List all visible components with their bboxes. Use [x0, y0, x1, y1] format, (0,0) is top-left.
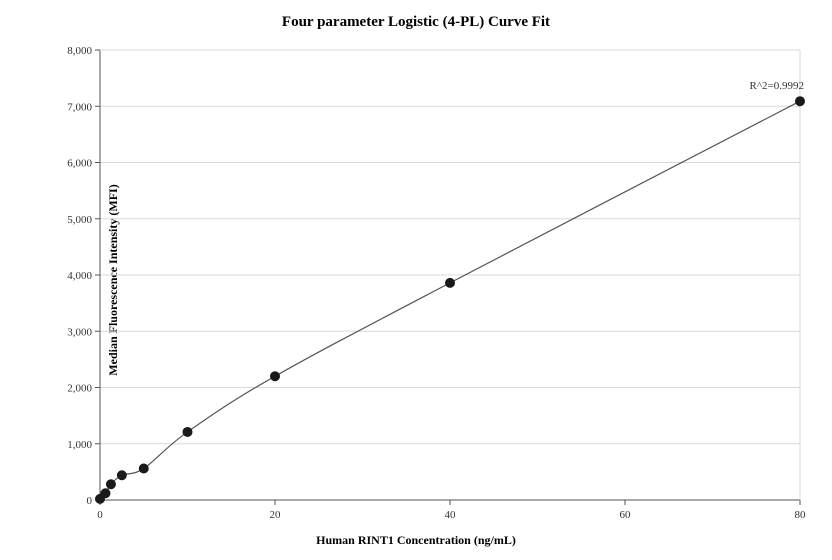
y-tick-label: 3,000	[67, 326, 92, 338]
data-point	[446, 278, 455, 287]
data-point	[106, 480, 115, 489]
r-squared-annotation: R^2=0.9992	[750, 80, 804, 92]
x-tick-label: 60	[620, 509, 632, 521]
y-tick-label: 2,000	[67, 383, 92, 395]
data-point	[117, 471, 126, 480]
data-point	[271, 372, 280, 381]
x-tick-label: 80	[795, 509, 807, 521]
x-tick-label: 0	[97, 509, 103, 521]
fit-curve	[100, 101, 800, 499]
chart-container: Four parameter Logistic (4-PL) Curve Fit…	[0, 0, 832, 560]
data-point	[796, 97, 805, 106]
x-tick-label: 40	[445, 509, 457, 521]
y-tick-label: 1,000	[67, 439, 92, 451]
x-tick-label: 20	[270, 509, 282, 521]
chart-plot-area: 0 1,000 2,000 3,000 4,000 5,000 6,000 7,000 8,00…	[0, 0, 832, 560]
data-point	[139, 464, 148, 473]
y-tick-label: 8,000	[67, 45, 92, 57]
data-point	[183, 427, 192, 436]
y-tick-label: 5,000	[67, 214, 92, 226]
y-tick-label: 0	[87, 495, 93, 507]
data-point	[101, 489, 110, 498]
y-tick-label: 7,000	[67, 101, 92, 113]
y-tick-label: 4,000	[67, 270, 92, 282]
y-tick-label: 6,000	[67, 158, 92, 170]
